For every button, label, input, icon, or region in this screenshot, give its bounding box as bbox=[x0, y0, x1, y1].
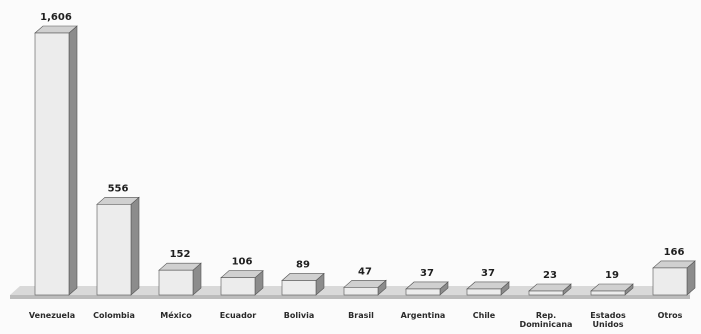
bar-2 bbox=[158, 262, 202, 296]
category-label: Bolivia bbox=[284, 311, 314, 320]
bar-4 bbox=[281, 272, 325, 296]
value-label: 152 bbox=[170, 249, 191, 260]
value-labels-group: 1,606 556 152 106 89 47 37 37 23 19 166 bbox=[40, 12, 684, 281]
bar-8 bbox=[528, 283, 572, 296]
value-label: 89 bbox=[296, 259, 310, 270]
category-label: Colombia bbox=[93, 311, 135, 320]
value-label: 47 bbox=[358, 266, 372, 277]
category-label: Venezuela bbox=[29, 311, 75, 320]
category-labels-group: Venezuela Colombia México Ecuador Bolivia Bra… bbox=[29, 310, 683, 329]
bar-front bbox=[158, 269, 194, 296]
bar-5 bbox=[343, 279, 387, 296]
bar-front bbox=[652, 267, 688, 296]
bar-front bbox=[590, 290, 626, 296]
bar-front bbox=[466, 288, 502, 296]
category-label: Chile bbox=[473, 311, 496, 320]
category-label: México bbox=[160, 310, 192, 320]
bar-9 bbox=[590, 283, 634, 296]
bar-front bbox=[281, 280, 317, 296]
bar-0 bbox=[34, 25, 78, 296]
value-label: 23 bbox=[543, 270, 557, 281]
value-label: 556 bbox=[108, 183, 129, 194]
category-label: Estados Unidos bbox=[590, 311, 626, 329]
value-label: 106 bbox=[232, 257, 253, 268]
category-label: Otros bbox=[658, 311, 683, 320]
category-label: Ecuador bbox=[220, 311, 257, 320]
bar-6 bbox=[405, 281, 449, 296]
bar-front bbox=[343, 287, 379, 296]
value-label: 37 bbox=[481, 268, 495, 279]
bar-front bbox=[220, 277, 256, 296]
bar-7 bbox=[466, 281, 510, 296]
category-label: Rep. Dominicana bbox=[520, 311, 573, 329]
category-label: Brasil bbox=[348, 311, 374, 320]
bar-front bbox=[405, 288, 441, 296]
bar-front bbox=[34, 32, 70, 296]
bars-group bbox=[34, 25, 696, 296]
value-label: 166 bbox=[664, 247, 685, 258]
floor-front bbox=[10, 295, 690, 299]
bar-1 bbox=[96, 196, 140, 296]
value-label: 19 bbox=[605, 270, 619, 281]
bar-10 bbox=[652, 260, 696, 296]
value-label: 1,606 bbox=[40, 12, 72, 23]
value-label: 37 bbox=[420, 268, 434, 279]
bar-3 bbox=[220, 270, 264, 296]
bar-side bbox=[130, 196, 140, 296]
bar-front bbox=[96, 203, 132, 296]
category-label: Argentina bbox=[401, 311, 446, 320]
bar-front bbox=[528, 290, 564, 296]
bar-side bbox=[68, 25, 78, 296]
